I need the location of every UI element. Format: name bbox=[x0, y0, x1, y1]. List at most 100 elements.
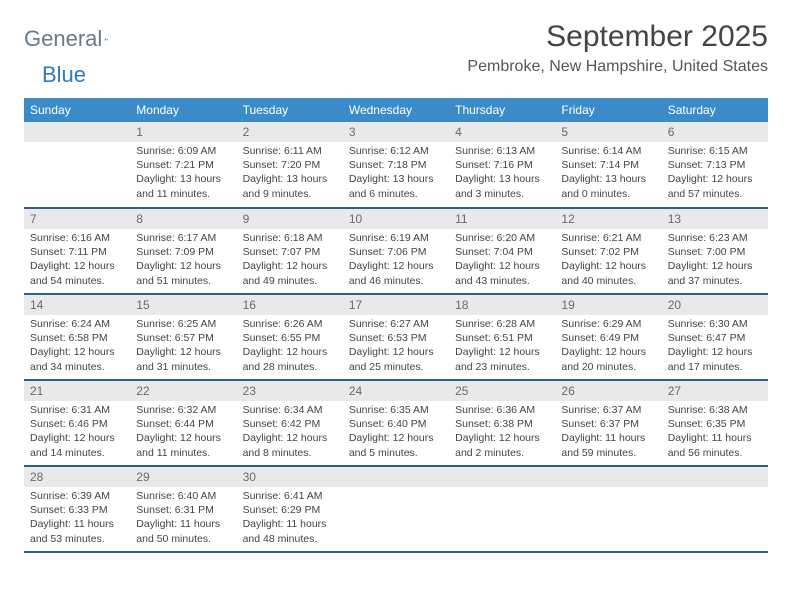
calendar-cell: 25Sunrise: 6:36 AMSunset: 6:38 PMDayligh… bbox=[449, 380, 555, 466]
sunset-text: Sunset: 6:58 PM bbox=[30, 331, 124, 345]
sunrise-text: Sunrise: 6:12 AM bbox=[349, 144, 443, 158]
calendar-cell: 28Sunrise: 6:39 AMSunset: 6:33 PMDayligh… bbox=[24, 466, 130, 552]
daylight-text: Daylight: 12 hours and 57 minutes. bbox=[668, 172, 762, 200]
calendar-cell: 1Sunrise: 6:09 AMSunset: 7:21 PMDaylight… bbox=[130, 122, 236, 208]
sunset-text: Sunset: 6:57 PM bbox=[136, 331, 230, 345]
day-number: 15 bbox=[130, 295, 236, 315]
sunrise-text: Sunrise: 6:29 AM bbox=[561, 317, 655, 331]
sunset-text: Sunset: 7:16 PM bbox=[455, 158, 549, 172]
day-body: Sunrise: 6:11 AMSunset: 7:20 PMDaylight:… bbox=[237, 142, 343, 205]
daylight-text: Daylight: 12 hours and 51 minutes. bbox=[136, 259, 230, 287]
sunset-text: Sunset: 6:37 PM bbox=[561, 417, 655, 431]
day-body: Sunrise: 6:30 AMSunset: 6:47 PMDaylight:… bbox=[662, 315, 768, 378]
sunrise-text: Sunrise: 6:11 AM bbox=[243, 144, 337, 158]
calendar-cell: 8Sunrise: 6:17 AMSunset: 7:09 PMDaylight… bbox=[130, 208, 236, 294]
day-body: Sunrise: 6:17 AMSunset: 7:09 PMDaylight:… bbox=[130, 229, 236, 292]
daylight-text: Daylight: 12 hours and 2 minutes. bbox=[455, 431, 549, 459]
sunset-text: Sunset: 7:14 PM bbox=[561, 158, 655, 172]
calendar-cell: 30Sunrise: 6:41 AMSunset: 6:29 PMDayligh… bbox=[237, 466, 343, 552]
day-body bbox=[343, 487, 449, 541]
day-body: Sunrise: 6:14 AMSunset: 7:14 PMDaylight:… bbox=[555, 142, 661, 205]
sunrise-text: Sunrise: 6:37 AM bbox=[561, 403, 655, 417]
day-body bbox=[555, 487, 661, 541]
day-body: Sunrise: 6:31 AMSunset: 6:46 PMDaylight:… bbox=[24, 401, 130, 464]
day-body bbox=[24, 142, 130, 196]
day-body: Sunrise: 6:23 AMSunset: 7:00 PMDaylight:… bbox=[662, 229, 768, 292]
daylight-text: Daylight: 13 hours and 3 minutes. bbox=[455, 172, 549, 200]
sunrise-text: Sunrise: 6:31 AM bbox=[30, 403, 124, 417]
day-body: Sunrise: 6:16 AMSunset: 7:11 PMDaylight:… bbox=[24, 229, 130, 292]
calendar-cell: 12Sunrise: 6:21 AMSunset: 7:02 PMDayligh… bbox=[555, 208, 661, 294]
sunrise-text: Sunrise: 6:28 AM bbox=[455, 317, 549, 331]
calendar-cell: 20Sunrise: 6:30 AMSunset: 6:47 PMDayligh… bbox=[662, 294, 768, 380]
sunset-text: Sunset: 7:07 PM bbox=[243, 245, 337, 259]
calendar-row: 7Sunrise: 6:16 AMSunset: 7:11 PMDaylight… bbox=[24, 208, 768, 294]
day-header: Saturday bbox=[662, 98, 768, 122]
calendar-cell: 23Sunrise: 6:34 AMSunset: 6:42 PMDayligh… bbox=[237, 380, 343, 466]
sunset-text: Sunset: 7:06 PM bbox=[349, 245, 443, 259]
sunrise-text: Sunrise: 6:41 AM bbox=[243, 489, 337, 503]
day-body: Sunrise: 6:24 AMSunset: 6:58 PMDaylight:… bbox=[24, 315, 130, 378]
daylight-text: Daylight: 12 hours and 8 minutes. bbox=[243, 431, 337, 459]
daylight-text: Daylight: 12 hours and 17 minutes. bbox=[668, 345, 762, 373]
sunrise-text: Sunrise: 6:25 AM bbox=[136, 317, 230, 331]
daylight-text: Daylight: 12 hours and 49 minutes. bbox=[243, 259, 337, 287]
calendar-cell bbox=[555, 466, 661, 552]
logo-sail-icon bbox=[104, 30, 108, 48]
day-body: Sunrise: 6:41 AMSunset: 6:29 PMDaylight:… bbox=[237, 487, 343, 550]
calendar-cell: 2Sunrise: 6:11 AMSunset: 7:20 PMDaylight… bbox=[237, 122, 343, 208]
day-number: 29 bbox=[130, 467, 236, 487]
day-body: Sunrise: 6:21 AMSunset: 7:02 PMDaylight:… bbox=[555, 229, 661, 292]
day-body: Sunrise: 6:28 AMSunset: 6:51 PMDaylight:… bbox=[449, 315, 555, 378]
calendar-cell: 7Sunrise: 6:16 AMSunset: 7:11 PMDaylight… bbox=[24, 208, 130, 294]
day-number: 10 bbox=[343, 209, 449, 229]
daylight-text: Daylight: 12 hours and 11 minutes. bbox=[136, 431, 230, 459]
daylight-text: Daylight: 12 hours and 14 minutes. bbox=[30, 431, 124, 459]
calendar-cell: 27Sunrise: 6:38 AMSunset: 6:35 PMDayligh… bbox=[662, 380, 768, 466]
month-title: September 2025 bbox=[467, 20, 768, 54]
calendar-cell: 26Sunrise: 6:37 AMSunset: 6:37 PMDayligh… bbox=[555, 380, 661, 466]
calendar-cell: 22Sunrise: 6:32 AMSunset: 6:44 PMDayligh… bbox=[130, 380, 236, 466]
sunset-text: Sunset: 6:53 PM bbox=[349, 331, 443, 345]
day-number: 9 bbox=[237, 209, 343, 229]
day-number: 14 bbox=[24, 295, 130, 315]
day-body: Sunrise: 6:39 AMSunset: 6:33 PMDaylight:… bbox=[24, 487, 130, 550]
day-number: 6 bbox=[662, 122, 768, 142]
calendar-cell: 24Sunrise: 6:35 AMSunset: 6:40 PMDayligh… bbox=[343, 380, 449, 466]
day-number: 22 bbox=[130, 381, 236, 401]
calendar-table: SundayMondayTuesdayWednesdayThursdayFrid… bbox=[24, 98, 768, 553]
day-body: Sunrise: 6:18 AMSunset: 7:07 PMDaylight:… bbox=[237, 229, 343, 292]
day-number bbox=[662, 467, 768, 487]
calendar-cell: 9Sunrise: 6:18 AMSunset: 7:07 PMDaylight… bbox=[237, 208, 343, 294]
day-header: Monday bbox=[130, 98, 236, 122]
sunrise-text: Sunrise: 6:16 AM bbox=[30, 231, 124, 245]
day-body: Sunrise: 6:38 AMSunset: 6:35 PMDaylight:… bbox=[662, 401, 768, 464]
calendar-cell: 19Sunrise: 6:29 AMSunset: 6:49 PMDayligh… bbox=[555, 294, 661, 380]
day-body: Sunrise: 6:32 AMSunset: 6:44 PMDaylight:… bbox=[130, 401, 236, 464]
sunset-text: Sunset: 7:00 PM bbox=[668, 245, 762, 259]
day-header: Tuesday bbox=[237, 98, 343, 122]
day-body: Sunrise: 6:27 AMSunset: 6:53 PMDaylight:… bbox=[343, 315, 449, 378]
day-number: 18 bbox=[449, 295, 555, 315]
day-body: Sunrise: 6:37 AMSunset: 6:37 PMDaylight:… bbox=[555, 401, 661, 464]
day-body: Sunrise: 6:15 AMSunset: 7:13 PMDaylight:… bbox=[662, 142, 768, 205]
location: Pembroke, New Hampshire, United States bbox=[467, 58, 768, 76]
sunset-text: Sunset: 7:09 PM bbox=[136, 245, 230, 259]
day-body: Sunrise: 6:25 AMSunset: 6:57 PMDaylight:… bbox=[130, 315, 236, 378]
sunset-text: Sunset: 7:13 PM bbox=[668, 158, 762, 172]
calendar-cell bbox=[24, 122, 130, 208]
daylight-text: Daylight: 11 hours and 48 minutes. bbox=[243, 517, 337, 545]
sunrise-text: Sunrise: 6:38 AM bbox=[668, 403, 762, 417]
sunrise-text: Sunrise: 6:26 AM bbox=[243, 317, 337, 331]
sunrise-text: Sunrise: 6:21 AM bbox=[561, 231, 655, 245]
daylight-text: Daylight: 12 hours and 28 minutes. bbox=[243, 345, 337, 373]
calendar-cell: 6Sunrise: 6:15 AMSunset: 7:13 PMDaylight… bbox=[662, 122, 768, 208]
sunset-text: Sunset: 6:44 PM bbox=[136, 417, 230, 431]
sunset-text: Sunset: 6:29 PM bbox=[243, 503, 337, 517]
day-number: 12 bbox=[555, 209, 661, 229]
calendar-cell: 10Sunrise: 6:19 AMSunset: 7:06 PMDayligh… bbox=[343, 208, 449, 294]
day-number: 4 bbox=[449, 122, 555, 142]
logo: General bbox=[24, 20, 128, 52]
daylight-text: Daylight: 12 hours and 37 minutes. bbox=[668, 259, 762, 287]
daylight-text: Daylight: 13 hours and 0 minutes. bbox=[561, 172, 655, 200]
